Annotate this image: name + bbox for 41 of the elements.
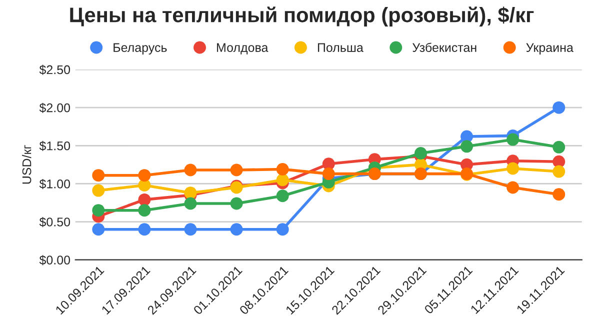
point	[138, 169, 151, 182]
y-axis-title: USD/кг	[22, 145, 32, 184]
point	[552, 101, 566, 114]
point	[276, 190, 289, 202]
point	[138, 223, 151, 236]
y-tick-label: $1.00	[39, 178, 70, 190]
point	[230, 164, 243, 176]
point	[414, 147, 427, 160]
point	[276, 162, 289, 176]
legend-label: Украина	[526, 43, 574, 54]
legend-label: Беларусь	[114, 43, 167, 54]
chart-title: Цены на тепличный помидор (розовый), $/кг	[70, 6, 534, 26]
y-tick-label: $1.50	[39, 140, 70, 152]
point	[92, 223, 105, 236]
point	[92, 204, 105, 217]
point	[552, 165, 566, 178]
point	[552, 140, 566, 154]
point	[138, 204, 151, 217]
point	[92, 169, 105, 182]
point	[230, 223, 243, 236]
y-tick-label: $2.00	[39, 102, 70, 113]
y-tick-label: $0.50	[39, 217, 70, 228]
point	[92, 184, 105, 197]
point	[184, 164, 197, 176]
point	[230, 197, 243, 210]
legend-label: Узбекистан	[412, 42, 476, 52]
point	[460, 140, 474, 153]
point	[552, 188, 566, 201]
legend-label: Польша	[318, 43, 364, 52]
legend-label: Молдова	[217, 43, 268, 54]
y-tick-label: $0.00	[39, 255, 70, 266]
point	[506, 162, 520, 175]
point	[184, 197, 197, 210]
point	[506, 133, 520, 146]
point	[322, 168, 335, 180]
point	[506, 181, 520, 194]
y-tick-label: $2.50	[39, 64, 70, 75]
point	[138, 193, 151, 206]
point	[276, 223, 289, 236]
point	[276, 174, 289, 186]
point	[184, 223, 197, 236]
